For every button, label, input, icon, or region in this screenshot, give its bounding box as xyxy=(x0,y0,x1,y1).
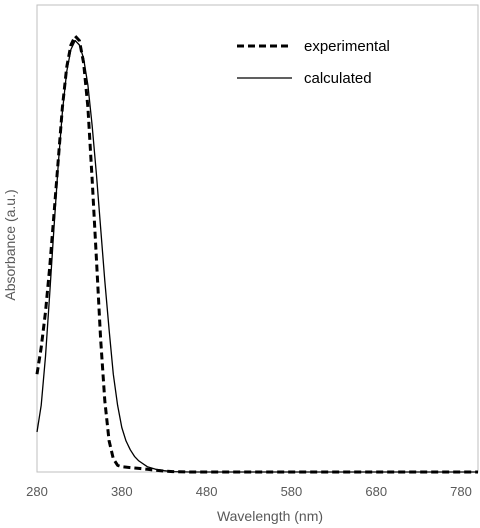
x-tick-label-380: 380 xyxy=(111,484,133,499)
x-tick-label-780: 780 xyxy=(450,484,472,499)
y-axis-title: Absorbance (a.u.) xyxy=(2,189,18,300)
x-tick-label-480: 480 xyxy=(196,484,218,499)
legend-label-calculated: calculated xyxy=(304,70,372,87)
x-tick-label-280: 280 xyxy=(26,484,48,499)
x-axis-title: Wavelength (nm) xyxy=(217,508,323,524)
x-tick-labels: 280 380 480 580 680 780 xyxy=(26,484,472,499)
legend-label-experimental: experimental xyxy=(304,38,390,55)
series-lines xyxy=(35,34,478,474)
x-tick-label-580: 580 xyxy=(281,484,303,499)
legend: experimental calculated xyxy=(237,38,390,87)
x-tick-label-680: 680 xyxy=(365,484,387,499)
series-line-calculated xyxy=(36,39,478,473)
